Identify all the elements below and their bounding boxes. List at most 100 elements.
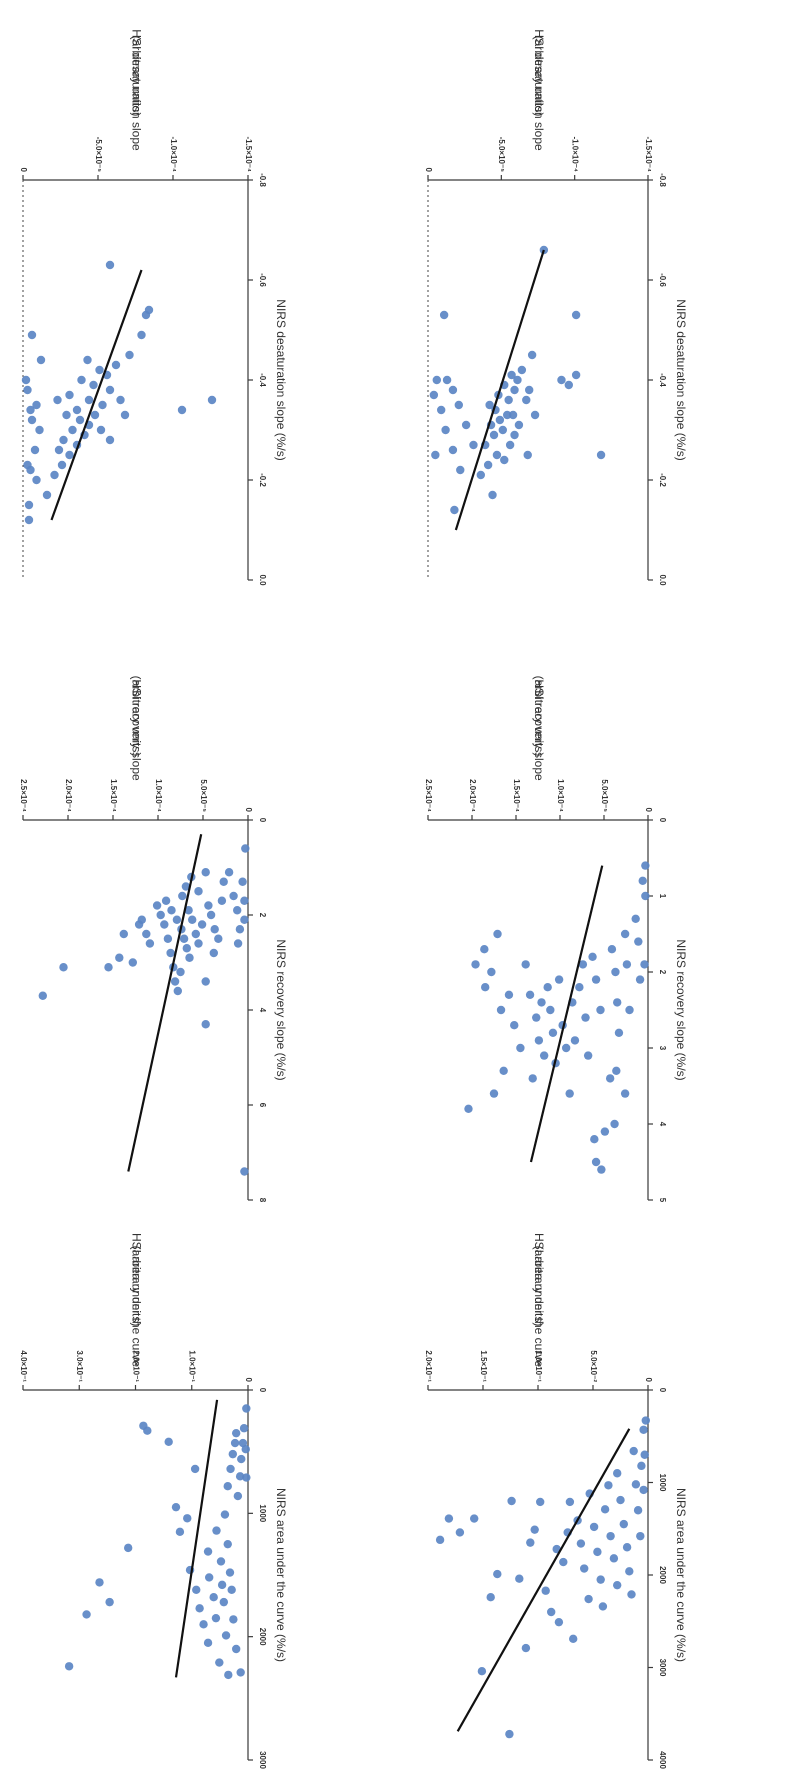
x-tick-label: 1000 [258, 1504, 267, 1522]
data-point [27, 330, 37, 340]
data-point [220, 1510, 230, 1519]
data-point [455, 1528, 465, 1537]
data-point [619, 1519, 628, 1529]
y-tick-label: 1.5×10⁻⁴ [512, 779, 521, 812]
data-point [182, 944, 191, 953]
data-point [450, 505, 459, 515]
y-tick-label: 0 [244, 808, 253, 813]
x-tick-label: 3000 [258, 1751, 267, 1769]
data-point [83, 355, 92, 365]
y-axis-title: (arbitrary units) [129, 676, 143, 757]
x-tick-label: 0 [658, 818, 667, 823]
data-point [507, 1496, 516, 1506]
data-point [27, 415, 37, 425]
data-point [521, 960, 530, 969]
data-point [90, 410, 100, 420]
data-point [634, 937, 643, 946]
x-tick-label: 8 [258, 1198, 267, 1203]
data-point [600, 1127, 610, 1136]
data-point [464, 1104, 473, 1114]
data-point [167, 906, 176, 915]
data-point [75, 415, 85, 425]
y-tick-label: 2.0×10⁻¹ [131, 1350, 140, 1382]
y-axis-title: (arbitrary units) [129, 36, 143, 117]
data-point [429, 390, 439, 400]
data-point [209, 1593, 218, 1602]
data-point [96, 425, 106, 435]
x-tick-label: 1000 [658, 1474, 667, 1492]
data-point [42, 490, 52, 500]
y-tick-label: 0 [424, 168, 433, 173]
data-point [164, 1437, 173, 1447]
regression-line [529, 865, 604, 1163]
data-point [38, 991, 47, 1000]
data-point [546, 1005, 555, 1015]
data-point [557, 375, 566, 385]
data-point [59, 435, 68, 445]
data-point [95, 1578, 104, 1587]
data-point [240, 1167, 249, 1176]
data-point [172, 915, 182, 924]
data-point [238, 877, 247, 886]
data-point [537, 998, 546, 1007]
data-point [98, 400, 107, 410]
data-point [160, 920, 169, 929]
data-point [504, 395, 513, 405]
data-point [597, 1165, 606, 1174]
x-tick-label: 3000 [658, 1659, 667, 1677]
y-tick-label: -1.5×10⁻⁴ [644, 136, 653, 172]
y-axis-title: (arbitrary units) [532, 676, 546, 757]
data-point [120, 410, 130, 420]
data-point [442, 375, 452, 385]
y-tick-label: 5.0×10⁻⁵ [600, 779, 609, 812]
data-point [510, 385, 519, 395]
x-tick-label: 4000 [658, 1751, 667, 1769]
data-point [237, 1454, 246, 1464]
data-point [77, 375, 86, 385]
data-point [469, 440, 478, 450]
y-tick-label: -1.0×10⁻⁴ [571, 136, 580, 172]
data-point [503, 410, 512, 420]
data-point [576, 1539, 586, 1548]
data-point [201, 1020, 210, 1029]
data-point [21, 375, 31, 385]
data-point [513, 375, 522, 385]
data-point [50, 470, 59, 480]
data-point [639, 1485, 648, 1495]
data-point [229, 891, 238, 901]
x-axis-title: NIRS area under the curve (%/s) [274, 1488, 288, 1662]
y-tick-label: -1.5×10⁻⁴ [244, 136, 253, 172]
data-point [596, 450, 606, 460]
data-point [625, 1005, 634, 1015]
data-point [639, 1425, 648, 1434]
data-point [528, 1074, 537, 1083]
data-point [227, 1585, 236, 1595]
data-point [240, 896, 249, 905]
data-point [575, 983, 584, 992]
y-tick-label: 2.0×10⁻⁴ [468, 779, 477, 812]
data-point [217, 1580, 227, 1590]
data-point [175, 1527, 185, 1537]
data-point [435, 1535, 445, 1545]
data-point [233, 906, 242, 915]
data-point [571, 310, 581, 320]
data-point [105, 385, 115, 395]
data-point [24, 500, 34, 510]
data-point [588, 952, 597, 961]
data-point [483, 460, 493, 470]
data-point [242, 1404, 251, 1413]
chart-3: 0 1000 2000 3000 0 1.0×10⁻¹ 2.0×10⁻¹ 3.0×10⁻¹ 4.… [19, 1233, 288, 1769]
x-tick-label: 2000 [258, 1628, 267, 1646]
data-point [612, 1066, 621, 1076]
y-axis-title: HSI recovery slope [532, 679, 546, 781]
data-point [191, 929, 200, 939]
data-point [510, 1020, 519, 1030]
data-point [564, 380, 573, 390]
data-point [481, 983, 490, 992]
x-tick-label: -0.6 [258, 273, 267, 287]
data-point [36, 355, 46, 365]
data-point [204, 901, 213, 910]
data-point [229, 1615, 238, 1624]
data-point [201, 977, 210, 986]
data-point [596, 1005, 605, 1015]
